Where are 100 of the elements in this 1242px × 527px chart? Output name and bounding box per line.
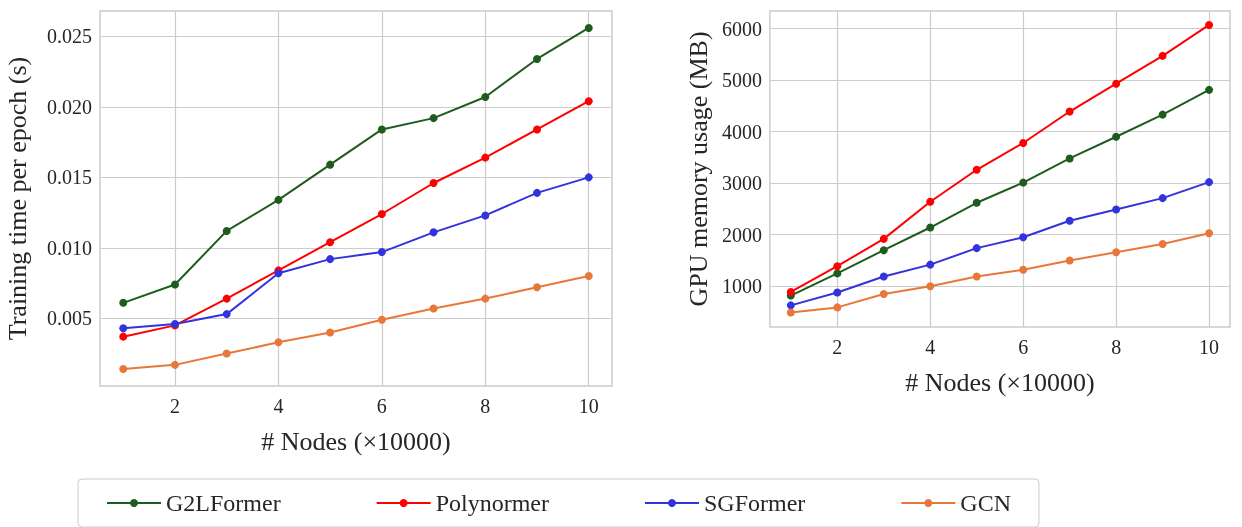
- x-axis-title: # Nodes (×10000): [905, 367, 1095, 397]
- point: [833, 288, 842, 297]
- point: [972, 244, 981, 253]
- point: [533, 54, 542, 63]
- point: [972, 165, 981, 174]
- point: [972, 272, 981, 281]
- y-tick-label: 0.025: [47, 25, 92, 48]
- point: [584, 272, 593, 281]
- x-tick-label: 4: [925, 336, 936, 358]
- point: [1158, 194, 1167, 203]
- point: [481, 294, 490, 303]
- point: [1019, 178, 1028, 187]
- point: [533, 283, 542, 292]
- point: [326, 160, 335, 169]
- point: [1019, 138, 1028, 147]
- point: [171, 280, 179, 289]
- y-tick-label: 3000: [721, 172, 762, 195]
- legend-label: Polynormer: [435, 490, 549, 516]
- point: [1112, 132, 1121, 141]
- y-tick-label: 5000: [721, 69, 762, 92]
- point: [1205, 178, 1214, 187]
- point: [429, 228, 438, 237]
- point: [1112, 79, 1121, 88]
- point: [326, 255, 335, 264]
- point: [326, 238, 335, 247]
- point: [833, 262, 842, 271]
- point: [429, 114, 438, 123]
- y-axis-title: GPU memory usage (MB): [683, 31, 713, 307]
- point: [429, 304, 438, 313]
- x-tick-label: 6: [376, 395, 387, 417]
- point: [584, 173, 593, 182]
- point: [377, 248, 386, 257]
- point: [1158, 240, 1167, 248]
- x-axis-title: # Nodes (×10000): [261, 426, 451, 456]
- point: [481, 153, 490, 162]
- legend-label: G2LFormer: [166, 490, 281, 516]
- x-tick-label: 4: [273, 395, 284, 417]
- point: [1205, 85, 1214, 94]
- point: [786, 287, 795, 296]
- point: [481, 93, 490, 101]
- point: [1019, 233, 1028, 242]
- point: [119, 298, 128, 307]
- point: [1019, 265, 1028, 274]
- point: [926, 223, 935, 232]
- point: [481, 211, 490, 220]
- point: [377, 125, 386, 134]
- y-tick-label: 0.015: [47, 166, 92, 189]
- y-tick-label: 1000: [721, 275, 762, 298]
- point: [429, 178, 438, 187]
- point: [1112, 205, 1121, 214]
- point: [119, 332, 128, 341]
- point: [833, 269, 842, 278]
- point: [222, 294, 231, 303]
- point: [786, 308, 795, 317]
- point: [326, 328, 335, 337]
- point: [533, 125, 542, 134]
- point: [1158, 51, 1167, 60]
- y-tick-label: 6000: [721, 17, 762, 40]
- x-tick-label: 6: [1018, 336, 1029, 358]
- legend-label: SGFormer: [703, 490, 806, 516]
- x-tick-label: 2: [832, 336, 843, 358]
- point: [377, 210, 386, 219]
- point: [584, 97, 593, 106]
- point: [879, 290, 888, 299]
- point: [533, 188, 542, 197]
- point: [926, 197, 935, 206]
- x-tick-label: 8: [480, 395, 491, 417]
- y-tick-label: 2000: [721, 223, 762, 246]
- point: [879, 246, 888, 255]
- point: [119, 324, 128, 333]
- x-tick-label: 2: [169, 395, 180, 417]
- point: [833, 303, 842, 312]
- legend-label: GCN: [960, 490, 1011, 516]
- x-tick-label: 10: [578, 395, 599, 417]
- y-tick-label: 0.010: [47, 236, 92, 259]
- y-tick-label: 0.005: [47, 307, 92, 330]
- point: [1112, 248, 1121, 257]
- x-tick-label: 10: [1199, 336, 1220, 358]
- y-tick-label: 4000: [721, 120, 762, 143]
- point: [222, 349, 231, 358]
- y-axis-title: Training time per epoch (s): [2, 56, 32, 341]
- point: [879, 234, 888, 243]
- point: [222, 226, 231, 235]
- y-tick-label: 0.020: [47, 95, 92, 118]
- point: [879, 272, 888, 281]
- point: [972, 198, 981, 207]
- point: [222, 310, 231, 319]
- point: [377, 315, 386, 324]
- point: [1205, 20, 1214, 29]
- point: [584, 23, 593, 32]
- point: [171, 360, 179, 369]
- point: [1065, 154, 1074, 163]
- point: [1205, 229, 1214, 238]
- point: [926, 282, 935, 291]
- point: [119, 365, 128, 374]
- point: [274, 338, 283, 347]
- x-tick-label: 8: [1111, 336, 1122, 358]
- point: [1065, 216, 1074, 225]
- point: [1065, 107, 1074, 116]
- point: [926, 260, 935, 269]
